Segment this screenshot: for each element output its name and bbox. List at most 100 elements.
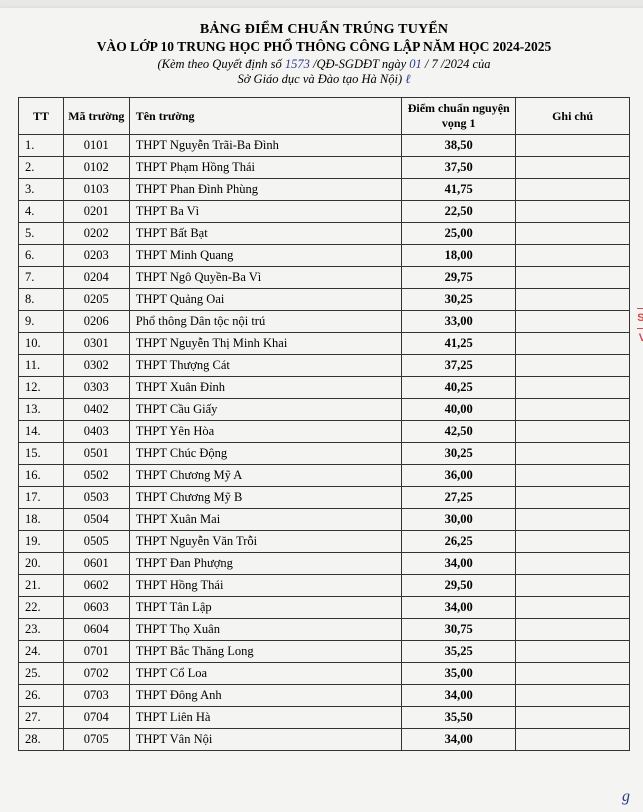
cell-tt: 12. — [19, 377, 64, 399]
table-row: 15.0501THPT Chúc Động30,25 — [19, 443, 630, 465]
cell-diem: 18,00 — [402, 245, 516, 267]
cell-ten: THPT Chương Mỹ A — [129, 465, 402, 487]
cell-ma: 0203 — [63, 245, 129, 267]
cell-diem: 29,50 — [402, 575, 516, 597]
cell-ghi — [516, 597, 630, 619]
cell-ghi — [516, 135, 630, 157]
cell-ten: THPT Nguyễn Thị Minh Khai — [129, 333, 402, 355]
cell-tt: 19. — [19, 531, 64, 553]
cell-ten: THPT Thọ Xuân — [129, 619, 402, 641]
cell-ma: 0701 — [63, 641, 129, 663]
table-row: 21.0602THPT Hồng Thái29,50 — [19, 575, 630, 597]
cell-ten: THPT Xuân Mai — [129, 509, 402, 531]
cell-ma: 0403 — [63, 421, 129, 443]
cell-ten: THPT Minh Quang — [129, 245, 402, 267]
title-line-2: VÀO LỚP 10 TRUNG HỌC PHỔ THÔNG CÔNG LẬP … — [18, 39, 630, 55]
cell-ma: 0205 — [63, 289, 129, 311]
cell-ma: 0201 — [63, 201, 129, 223]
cell-ma: 0704 — [63, 707, 129, 729]
cell-diem: 25,00 — [402, 223, 516, 245]
cell-ma: 0502 — [63, 465, 129, 487]
cell-diem: 41,75 — [402, 179, 516, 201]
cell-ghi — [516, 311, 630, 333]
cell-ghi — [516, 443, 630, 465]
table-row: 1.0101THPT Nguyễn Trãi-Ba Đình38,50 — [19, 135, 630, 157]
cell-diem: 26,25 — [402, 531, 516, 553]
cell-tt: 17. — [19, 487, 64, 509]
table-row: 13.0402THPT Cầu Giấy40,00 — [19, 399, 630, 421]
cell-ma: 0503 — [63, 487, 129, 509]
cell-diem: 27,25 — [402, 487, 516, 509]
stamp-mark: SỞ VÀ — [637, 308, 643, 349]
cell-ghi — [516, 707, 630, 729]
cell-ten: THPT Vân Nội — [129, 729, 402, 751]
cell-tt: 3. — [19, 179, 64, 201]
cell-ghi — [516, 619, 630, 641]
sub-mid: /QĐ-SGDĐT ngày — [310, 57, 409, 71]
table-row: 8.0205THPT Quảng Oai30,25 — [19, 289, 630, 311]
cell-tt: 11. — [19, 355, 64, 377]
cell-ten: THPT Cầu Giấy — [129, 399, 402, 421]
cell-ghi — [516, 685, 630, 707]
subtitle-line-2: Sở Giáo dục và Đào tạo Hà Nội) ℓ — [18, 72, 630, 87]
cell-ghi — [516, 223, 630, 245]
cell-ten: THPT Thượng Cát — [129, 355, 402, 377]
cell-diem: 40,25 — [402, 377, 516, 399]
cell-ten: THPT Liên Hà — [129, 707, 402, 729]
table-body: 1.0101THPT Nguyễn Trãi-Ba Đình38,502.010… — [19, 135, 630, 751]
cell-diem: 30,00 — [402, 509, 516, 531]
cell-diem: 37,50 — [402, 157, 516, 179]
cell-tt: 28. — [19, 729, 64, 751]
cell-ten: THPT Nguyễn Văn Trỗi — [129, 531, 402, 553]
table-row: 28.0705THPT Vân Nội34,00 — [19, 729, 630, 751]
cell-ghi — [516, 575, 630, 597]
cell-ten: THPT Hồng Thái — [129, 575, 402, 597]
document-page: BẢNG ĐIỂM CHUẨN TRÚNG TUYỂN VÀO LỚP 10 T… — [0, 8, 643, 812]
cell-tt: 14. — [19, 421, 64, 443]
table-row: 25.0702THPT Cổ Loa35,00 — [19, 663, 630, 685]
table-head: TT Mã trường Tên trường Điểm chuẩn nguyệ… — [19, 98, 630, 135]
cell-ghi — [516, 267, 630, 289]
cell-tt: 25. — [19, 663, 64, 685]
decision-number: 1573 — [285, 57, 310, 71]
cell-ghi — [516, 465, 630, 487]
cell-ma: 0604 — [63, 619, 129, 641]
cell-tt: 27. — [19, 707, 64, 729]
table-row: 27.0704THPT Liên Hà35,50 — [19, 707, 630, 729]
cell-tt: 10. — [19, 333, 64, 355]
cell-ten: THPT Xuân Đỉnh — [129, 377, 402, 399]
cell-tt: 4. — [19, 201, 64, 223]
cell-ma: 0301 — [63, 333, 129, 355]
cell-diem: 38,50 — [402, 135, 516, 157]
cell-ten: THPT Ba Vì — [129, 201, 402, 223]
cell-tt: 7. — [19, 267, 64, 289]
col-header-ghi: Ghi chú — [516, 98, 630, 135]
cell-diem: 34,00 — [402, 597, 516, 619]
cell-ma: 0102 — [63, 157, 129, 179]
table-row: 2.0102THPT Phạm Hồng Thái37,50 — [19, 157, 630, 179]
cell-ghi — [516, 553, 630, 575]
table-row: 16.0502THPT Chương Mỹ A36,00 — [19, 465, 630, 487]
cell-ghi — [516, 289, 630, 311]
cell-ten: THPT Đông Anh — [129, 685, 402, 707]
table-row: 23.0604THPT Thọ Xuân30,75 — [19, 619, 630, 641]
table-row: 18.0504THPT Xuân Mai30,00 — [19, 509, 630, 531]
cell-ghi — [516, 245, 630, 267]
title-block: BẢNG ĐIỂM CHUẨN TRÚNG TUYỂN VÀO LỚP 10 T… — [18, 22, 630, 87]
cell-ma: 0204 — [63, 267, 129, 289]
table-row: 12.0303THPT Xuân Đỉnh40,25 — [19, 377, 630, 399]
cell-diem: 22,50 — [402, 201, 516, 223]
cell-ghi — [516, 663, 630, 685]
cell-diem: 29,75 — [402, 267, 516, 289]
cell-ten: THPT Cổ Loa — [129, 663, 402, 685]
cell-ma: 0505 — [63, 531, 129, 553]
table-row: 11.0302THPT Thượng Cát37,25 — [19, 355, 630, 377]
signature-mark: g — [622, 788, 630, 806]
cell-ghi — [516, 333, 630, 355]
cell-diem: 42,50 — [402, 421, 516, 443]
cell-tt: 18. — [19, 509, 64, 531]
cell-ghi — [516, 179, 630, 201]
cell-ghi — [516, 509, 630, 531]
cell-diem: 37,25 — [402, 355, 516, 377]
cell-ma: 0702 — [63, 663, 129, 685]
